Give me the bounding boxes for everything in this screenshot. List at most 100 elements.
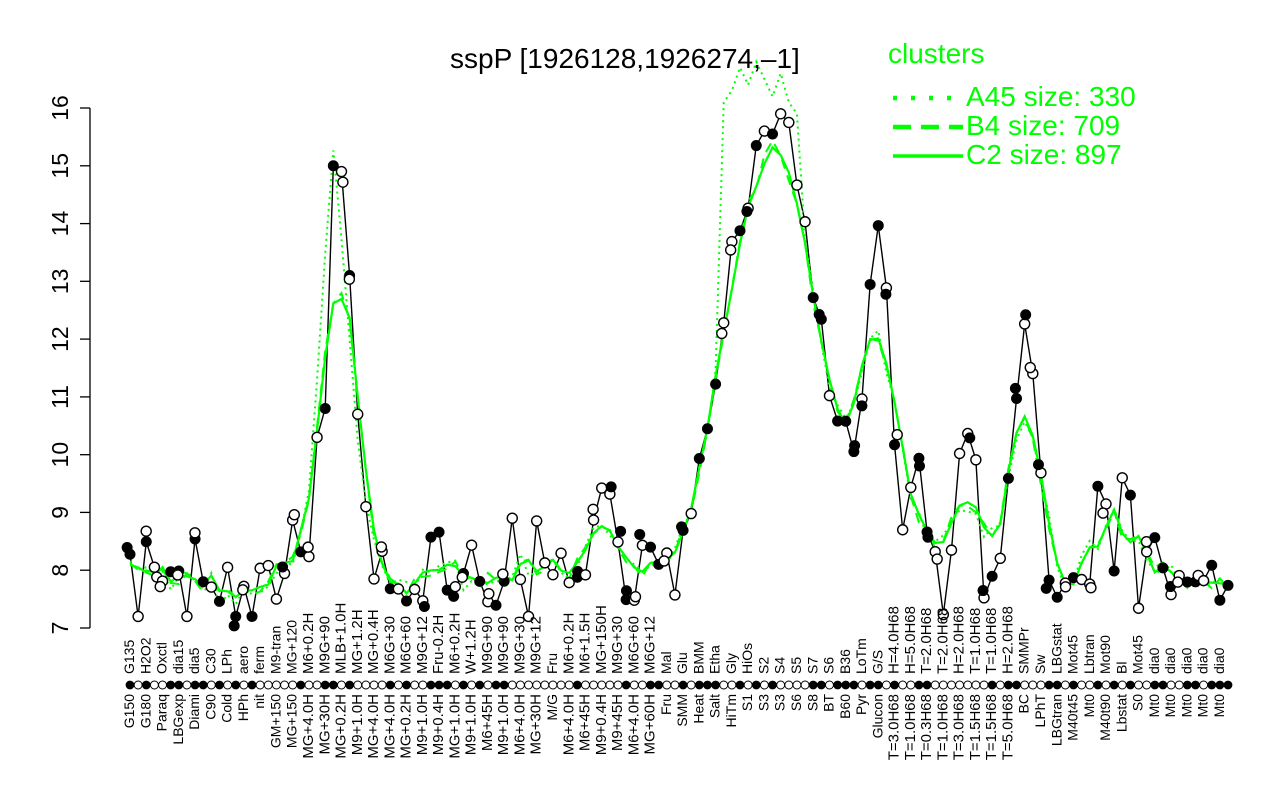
svg-text:MG+30H: MG+30H xyxy=(316,694,333,754)
svg-text:M9+0.4H: M9+0.4H xyxy=(430,694,447,755)
svg-text:15: 15 xyxy=(47,153,73,179)
svg-text:C2 size: 897: C2 size: 897 xyxy=(966,139,1122,170)
svg-text:aero: aero xyxy=(235,646,251,674)
svg-text:MLB+1.0H: MLB+1.0H xyxy=(333,603,350,674)
svg-text:LBGstat: LBGstat xyxy=(1048,623,1064,674)
svg-text:M9G+90: M9G+90 xyxy=(495,616,512,674)
svg-text:A45 size: 330: A45 size: 330 xyxy=(966,81,1136,112)
svg-text:M9G+30: M9G+30 xyxy=(609,616,626,674)
svg-text:9: 9 xyxy=(47,506,73,519)
svg-text:H=4.0H68: H=4.0H68 xyxy=(886,606,903,674)
svg-text:LPh: LPh xyxy=(219,649,235,674)
svg-text:S3: S3 xyxy=(756,694,772,711)
svg-text:MG+0.2H: MG+0.2H xyxy=(398,694,415,759)
svg-text:T=2.0H68: T=2.0H68 xyxy=(934,608,951,674)
svg-text:Mt0: Mt0 xyxy=(1081,694,1097,718)
svg-text:H=2.0H68: H=2.0H68 xyxy=(951,606,968,674)
svg-text:LBGexp: LBGexp xyxy=(170,694,186,745)
svg-text:HiTm: HiTm xyxy=(723,694,739,727)
svg-text:sspP [1926128,1926274,–1]: sspP [1926128,1926274,–1] xyxy=(450,43,800,74)
svg-text:Mot90: Mot90 xyxy=(1097,635,1113,674)
svg-text:MG+150H: MG+150H xyxy=(593,605,610,674)
svg-text:8: 8 xyxy=(47,564,73,577)
svg-text:MG+120: MG+120 xyxy=(284,620,300,674)
svg-text:M6+1.5H: M6+1.5H xyxy=(577,613,594,674)
svg-text:16: 16 xyxy=(47,95,73,121)
svg-text:M6+4.0H: M6+4.0H xyxy=(512,694,529,755)
svg-text:M6+45H: M6+45H xyxy=(577,694,594,751)
svg-text:MG+30H: MG+30H xyxy=(528,694,545,754)
svg-text:11: 11 xyxy=(47,385,73,409)
svg-text:G/S: G/S xyxy=(869,650,885,674)
svg-text:H=5.0H68: H=5.0H68 xyxy=(902,606,919,674)
svg-text:M6G+60: M6G+60 xyxy=(625,616,642,674)
svg-text:T=3.0H68: T=3.0H68 xyxy=(951,694,968,760)
svg-text:M6+4.0H: M6+4.0H xyxy=(625,694,642,755)
svg-text:S4: S4 xyxy=(772,657,788,674)
svg-text:Diami: Diami xyxy=(186,694,202,730)
svg-text:M6+0.2H: M6+0.2H xyxy=(560,613,577,674)
svg-text:M6G+12: M6G+12 xyxy=(642,616,659,674)
svg-text:M9G+90: M9G+90 xyxy=(316,616,333,674)
svg-text:MG+1.0H: MG+1.0H xyxy=(446,694,463,759)
svg-text:S7: S7 xyxy=(804,657,820,674)
svg-text:C90: C90 xyxy=(202,694,218,720)
svg-text:SMMPr: SMMPr xyxy=(1016,627,1032,674)
svg-text:dia0: dia0 xyxy=(1195,647,1211,674)
svg-text:12: 12 xyxy=(47,326,73,352)
svg-text:clusters: clusters xyxy=(888,38,984,69)
svg-text:M9+1.0H: M9+1.0H xyxy=(349,694,366,755)
svg-text:Fru: Fru xyxy=(544,653,560,674)
svg-text:G150: G150 xyxy=(121,694,137,728)
svg-text:T=1.5H68: T=1.5H68 xyxy=(967,694,984,760)
svg-text:S6: S6 xyxy=(821,657,837,674)
svg-text:T=1.0H68: T=1.0H68 xyxy=(934,694,951,760)
svg-text:Mal: Mal xyxy=(658,651,674,674)
svg-text:B36: B36 xyxy=(837,649,853,674)
svg-text:MG+60H: MG+60H xyxy=(642,694,659,754)
svg-text:LoTm: LoTm xyxy=(853,638,869,674)
svg-text:14: 14 xyxy=(47,211,73,237)
svg-text:H=2.0H68: H=2.0H68 xyxy=(1000,606,1017,674)
svg-text:dia15: dia15 xyxy=(170,640,186,674)
svg-text:M/G: M/G xyxy=(544,694,560,720)
svg-text:B4 size: 709: B4 size: 709 xyxy=(966,110,1120,141)
svg-text:M9+45H: M9+45H xyxy=(609,694,626,751)
svg-text:G180: G180 xyxy=(137,694,153,728)
svg-text:Paraq: Paraq xyxy=(154,694,170,731)
svg-text:M40t90: M40t90 xyxy=(1097,694,1113,741)
svg-text:M9+1.0H: M9+1.0H xyxy=(495,694,512,755)
svg-text:dia0: dia0 xyxy=(1211,647,1227,674)
svg-text:Glucon: Glucon xyxy=(869,694,885,738)
svg-text:10: 10 xyxy=(47,442,73,468)
svg-text:dia5: dia5 xyxy=(186,647,202,674)
svg-text:M9G+30: M9G+30 xyxy=(512,616,529,674)
svg-text:LBGtran: LBGtran xyxy=(1048,694,1064,746)
svg-text:MG+4.0H: MG+4.0H xyxy=(365,694,382,759)
svg-text:Fru: Fru xyxy=(658,694,674,715)
svg-text:S3: S3 xyxy=(772,694,788,711)
svg-text:MG+4.0H: MG+4.0H xyxy=(300,694,317,759)
svg-text:Mt0: Mt0 xyxy=(1195,694,1211,718)
svg-text:T=3.0H68: T=3.0H68 xyxy=(886,694,903,760)
svg-text:Mt0: Mt0 xyxy=(1162,694,1178,718)
svg-text:SMM: SMM xyxy=(674,694,690,727)
svg-text:Bl: Bl xyxy=(1113,662,1129,674)
svg-text:T=5.0H68: T=5.0H68 xyxy=(1000,694,1017,760)
svg-text:Mt0: Mt0 xyxy=(1211,694,1227,718)
svg-text:MG+4.0H: MG+4.0H xyxy=(381,694,398,759)
svg-text:Mot45: Mot45 xyxy=(1130,635,1146,674)
svg-text:Glu: Glu xyxy=(674,652,690,674)
svg-text:M6+0.2H: M6+0.2H xyxy=(446,613,463,674)
svg-text:HiOs: HiOs xyxy=(739,643,755,674)
svg-text:13: 13 xyxy=(47,269,73,295)
svg-text:HPh: HPh xyxy=(235,694,251,721)
svg-text:T=1.0H68: T=1.0H68 xyxy=(902,694,919,760)
svg-text:GM+150: GM+150 xyxy=(268,694,284,748)
svg-text:M9G+12: M9G+12 xyxy=(414,616,431,674)
svg-text:M9-tran: M9-tran xyxy=(268,626,284,674)
svg-text:M40t45: M40t45 xyxy=(1065,694,1081,741)
svg-text:T=1.0H68: T=1.0H68 xyxy=(983,608,1000,674)
svg-text:S6: S6 xyxy=(788,694,804,711)
svg-text:M9G+12: M9G+12 xyxy=(528,616,545,674)
